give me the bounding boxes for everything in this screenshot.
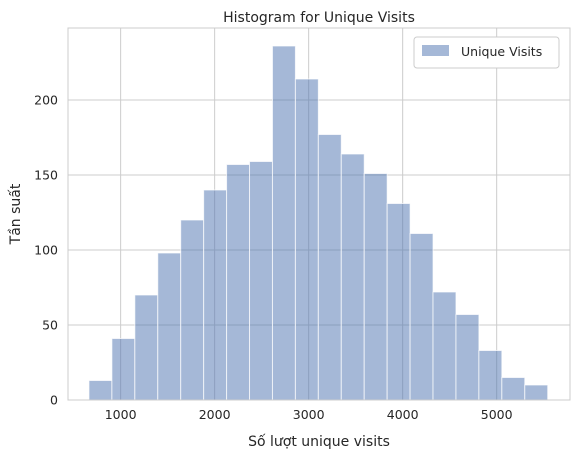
- x-axis-label: Số lượt unique visits: [248, 433, 390, 450]
- x-tick-label: 5000: [481, 407, 513, 422]
- histogram-bar: [157, 252, 182, 401]
- x-tick-label: 4000: [387, 407, 419, 422]
- x-axis-ticks: 1000 2000 3000 4000 5000: [105, 407, 513, 422]
- legend-label: Unique Visits: [461, 44, 542, 59]
- histogram-bar: [432, 291, 457, 401]
- y-axis-label: Tần suất: [8, 183, 24, 245]
- x-tick-label: 2000: [199, 407, 231, 422]
- y-tick-label: 100: [34, 243, 58, 258]
- histogram-bar: [409, 233, 434, 401]
- x-tick-label: 1000: [105, 407, 137, 422]
- histogram-bar: [249, 161, 273, 401]
- histogram-bar: [524, 384, 549, 401]
- histogram-bar: [111, 338, 136, 401]
- histogram-bar: [180, 219, 205, 401]
- legend: Unique Visits: [413, 36, 560, 69]
- y-tick-label: 0: [50, 393, 58, 408]
- histogram-bar: [386, 203, 411, 401]
- histogram-bar: [88, 380, 113, 401]
- y-axis-ticks: 0 50 100 150 200: [34, 93, 58, 408]
- histogram-bar: [271, 45, 296, 401]
- y-tick-label: 150: [34, 168, 58, 183]
- histogram-bar: [226, 164, 251, 401]
- histogram-bar: [134, 294, 159, 401]
- histogram-bar: [203, 189, 228, 401]
- histogram-bar: [363, 173, 388, 401]
- plot-frame: [67, 27, 571, 401]
- histogram-bar: [478, 350, 503, 401]
- x-tick-label: 3000: [293, 407, 325, 422]
- y-tick-label: 200: [34, 93, 58, 108]
- y-tick-label: 50: [42, 318, 58, 333]
- legend-swatch: [422, 45, 449, 56]
- histogram-bar: [317, 134, 342, 401]
- histogram-bar: [501, 377, 526, 401]
- chart-title: Histogram for Unique Visits: [223, 10, 415, 26]
- legend-box: [413, 36, 560, 69]
- histogram-bar: [340, 153, 365, 401]
- histogram-bar: [455, 314, 480, 401]
- histogram-bars: [88, 45, 549, 401]
- histogram-bar: [294, 78, 319, 401]
